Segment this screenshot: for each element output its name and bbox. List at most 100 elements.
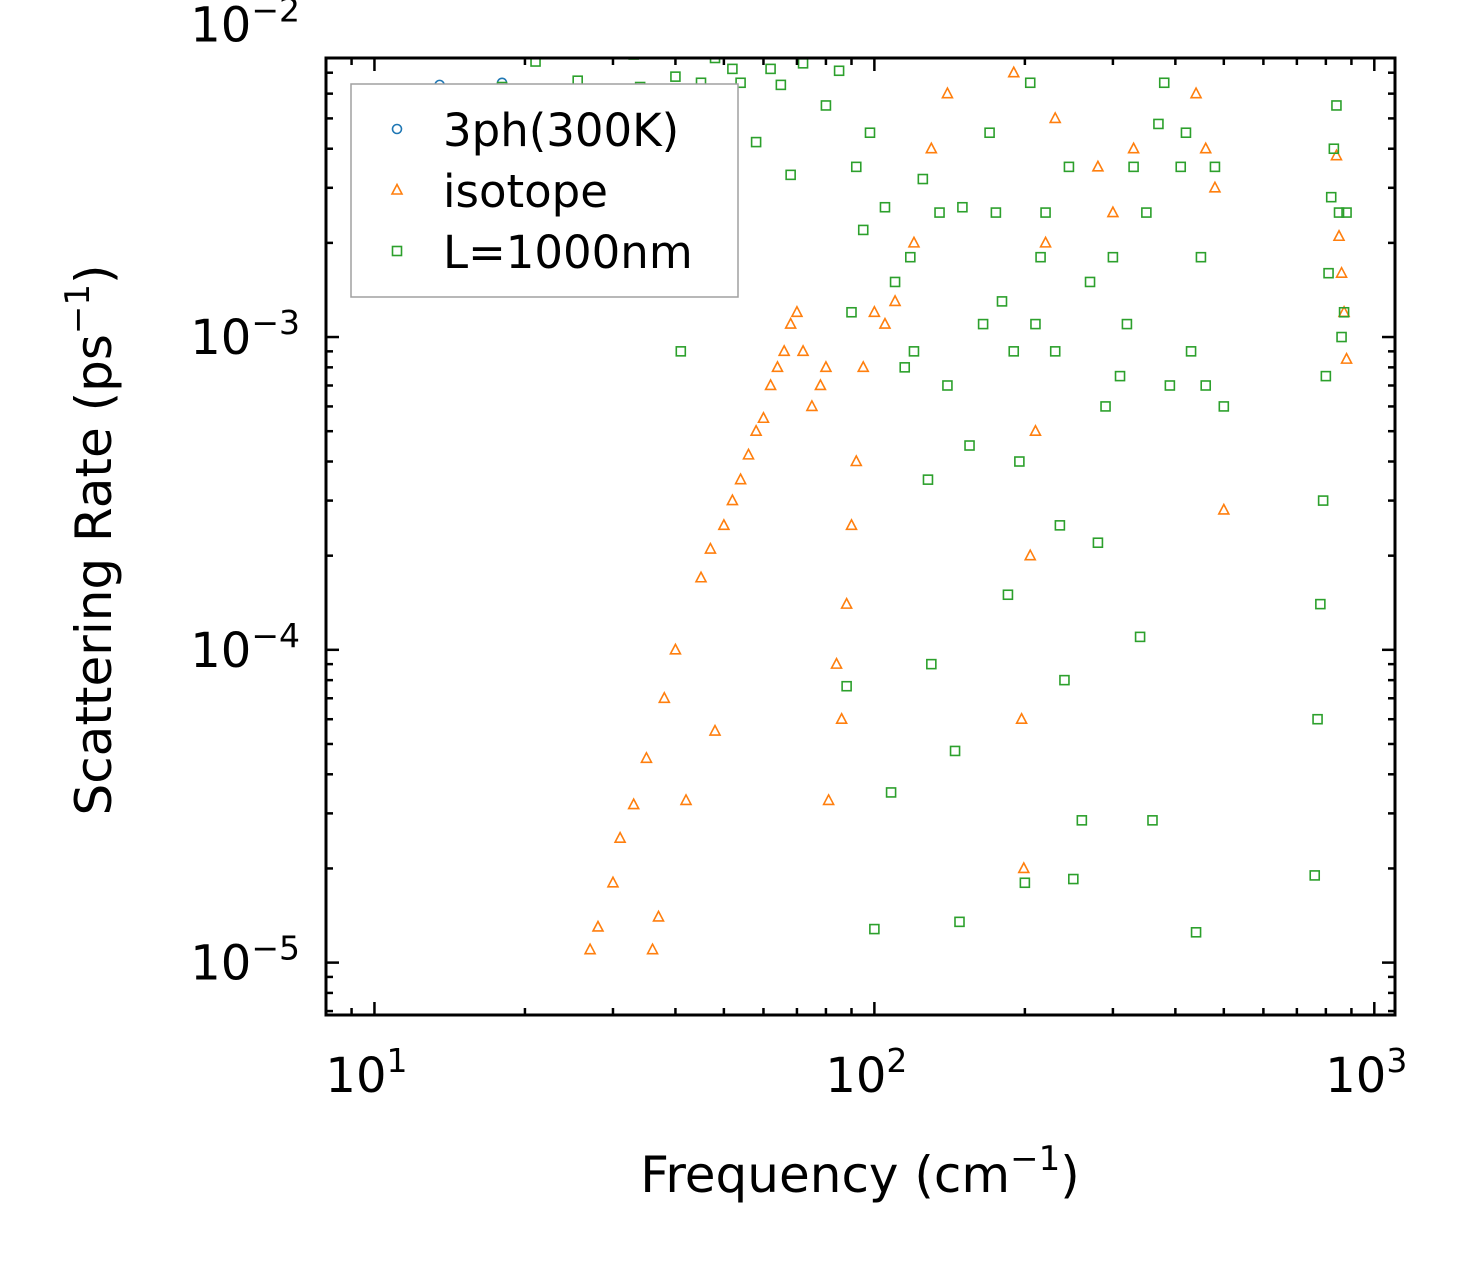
data-point [869, 923, 880, 935]
data-point [1107, 251, 1119, 263]
data-point [1092, 537, 1104, 549]
y-axis-label-sup: −1 [58, 284, 98, 334]
data-point [726, 493, 739, 506]
data-point [704, 541, 717, 554]
data-point [771, 360, 784, 373]
series-layer [369, 58, 1353, 955]
data-point [1164, 380, 1176, 391]
data-point [888, 294, 902, 307]
data-point [1185, 346, 1197, 357]
legend: 3ph(300K) isotope L=1000nm [350, 83, 739, 298]
data-point [613, 830, 627, 843]
data-point [942, 380, 953, 391]
data-point [990, 207, 1002, 218]
data-point [1106, 205, 1120, 218]
data-point [977, 318, 989, 330]
data-point [849, 454, 863, 467]
data-point [868, 305, 881, 318]
data-point [1335, 265, 1348, 278]
data-point [591, 919, 605, 932]
data-point [1218, 401, 1230, 412]
data-point [856, 360, 870, 373]
data-point [857, 224, 869, 236]
data-point [1015, 711, 1028, 725]
data-point [1030, 318, 1041, 330]
data-point [652, 909, 665, 922]
data-point [708, 723, 722, 736]
x-tick-label: 101 [325, 1041, 407, 1104]
data-point [1035, 251, 1046, 263]
data-point [889, 276, 901, 288]
data-point [814, 378, 827, 391]
tick-layer [324, 58, 1395, 1015]
data-point [850, 161, 862, 173]
data-point [957, 201, 968, 213]
data-point [1315, 598, 1326, 610]
legend-marker [391, 123, 403, 135]
data-point [1331, 100, 1342, 111]
data-point [833, 65, 845, 77]
data-point [1141, 207, 1152, 218]
data-point [1019, 877, 1031, 889]
x-axis-label-sup: −1 [1010, 1139, 1060, 1179]
data-point [1330, 148, 1343, 161]
data-point [1024, 77, 1036, 89]
data-point [1190, 926, 1202, 938]
data-point [640, 751, 653, 764]
data-point [1320, 370, 1332, 382]
data-point [899, 362, 911, 373]
data-point [1121, 318, 1133, 330]
data-point [669, 642, 682, 655]
data-point [1199, 141, 1213, 154]
data-point [1158, 77, 1170, 89]
data-point [1040, 207, 1051, 218]
data-point [1323, 267, 1334, 279]
data-point [796, 344, 810, 357]
data-point [841, 680, 852, 692]
legend-label: 3ph(300K) [443, 104, 679, 157]
data-point [846, 306, 857, 318]
data-point [750, 136, 762, 148]
data-point [984, 127, 995, 139]
data-point [657, 691, 671, 704]
data-point [670, 71, 681, 82]
data-point [1336, 331, 1347, 343]
data-point [1332, 229, 1346, 242]
data-point [1317, 495, 1329, 506]
y-tick-label: 10−3 [190, 303, 300, 366]
data-point [735, 77, 746, 89]
data-point [1134, 631, 1146, 643]
data-point [1029, 423, 1042, 436]
data-point [694, 570, 708, 583]
data-point [1328, 143, 1340, 155]
data-point [1002, 589, 1014, 601]
data-point [1084, 276, 1096, 288]
data-point [1195, 251, 1207, 263]
data-point [1338, 306, 1350, 318]
data-point [835, 711, 848, 725]
data-point [790, 305, 804, 318]
data-point [775, 79, 787, 91]
data-point [583, 942, 597, 955]
data-point [1076, 815, 1088, 826]
data-point [1312, 713, 1323, 725]
data-point [1114, 370, 1126, 382]
data-point [1017, 861, 1031, 874]
data-point [949, 745, 961, 757]
data-point [907, 235, 921, 248]
data-point [1039, 235, 1052, 248]
legend-marker [391, 245, 403, 257]
data-point [820, 100, 832, 111]
data-point [777, 344, 791, 357]
data-point [934, 207, 945, 218]
series-triangle [583, 58, 1353, 955]
data-point [845, 518, 858, 531]
legend-box [350, 83, 739, 298]
data-point [954, 916, 965, 928]
data-point [764, 378, 777, 391]
data-point [784, 316, 797, 329]
data-point [941, 86, 954, 99]
data-point [627, 797, 640, 810]
data-point [646, 942, 659, 955]
